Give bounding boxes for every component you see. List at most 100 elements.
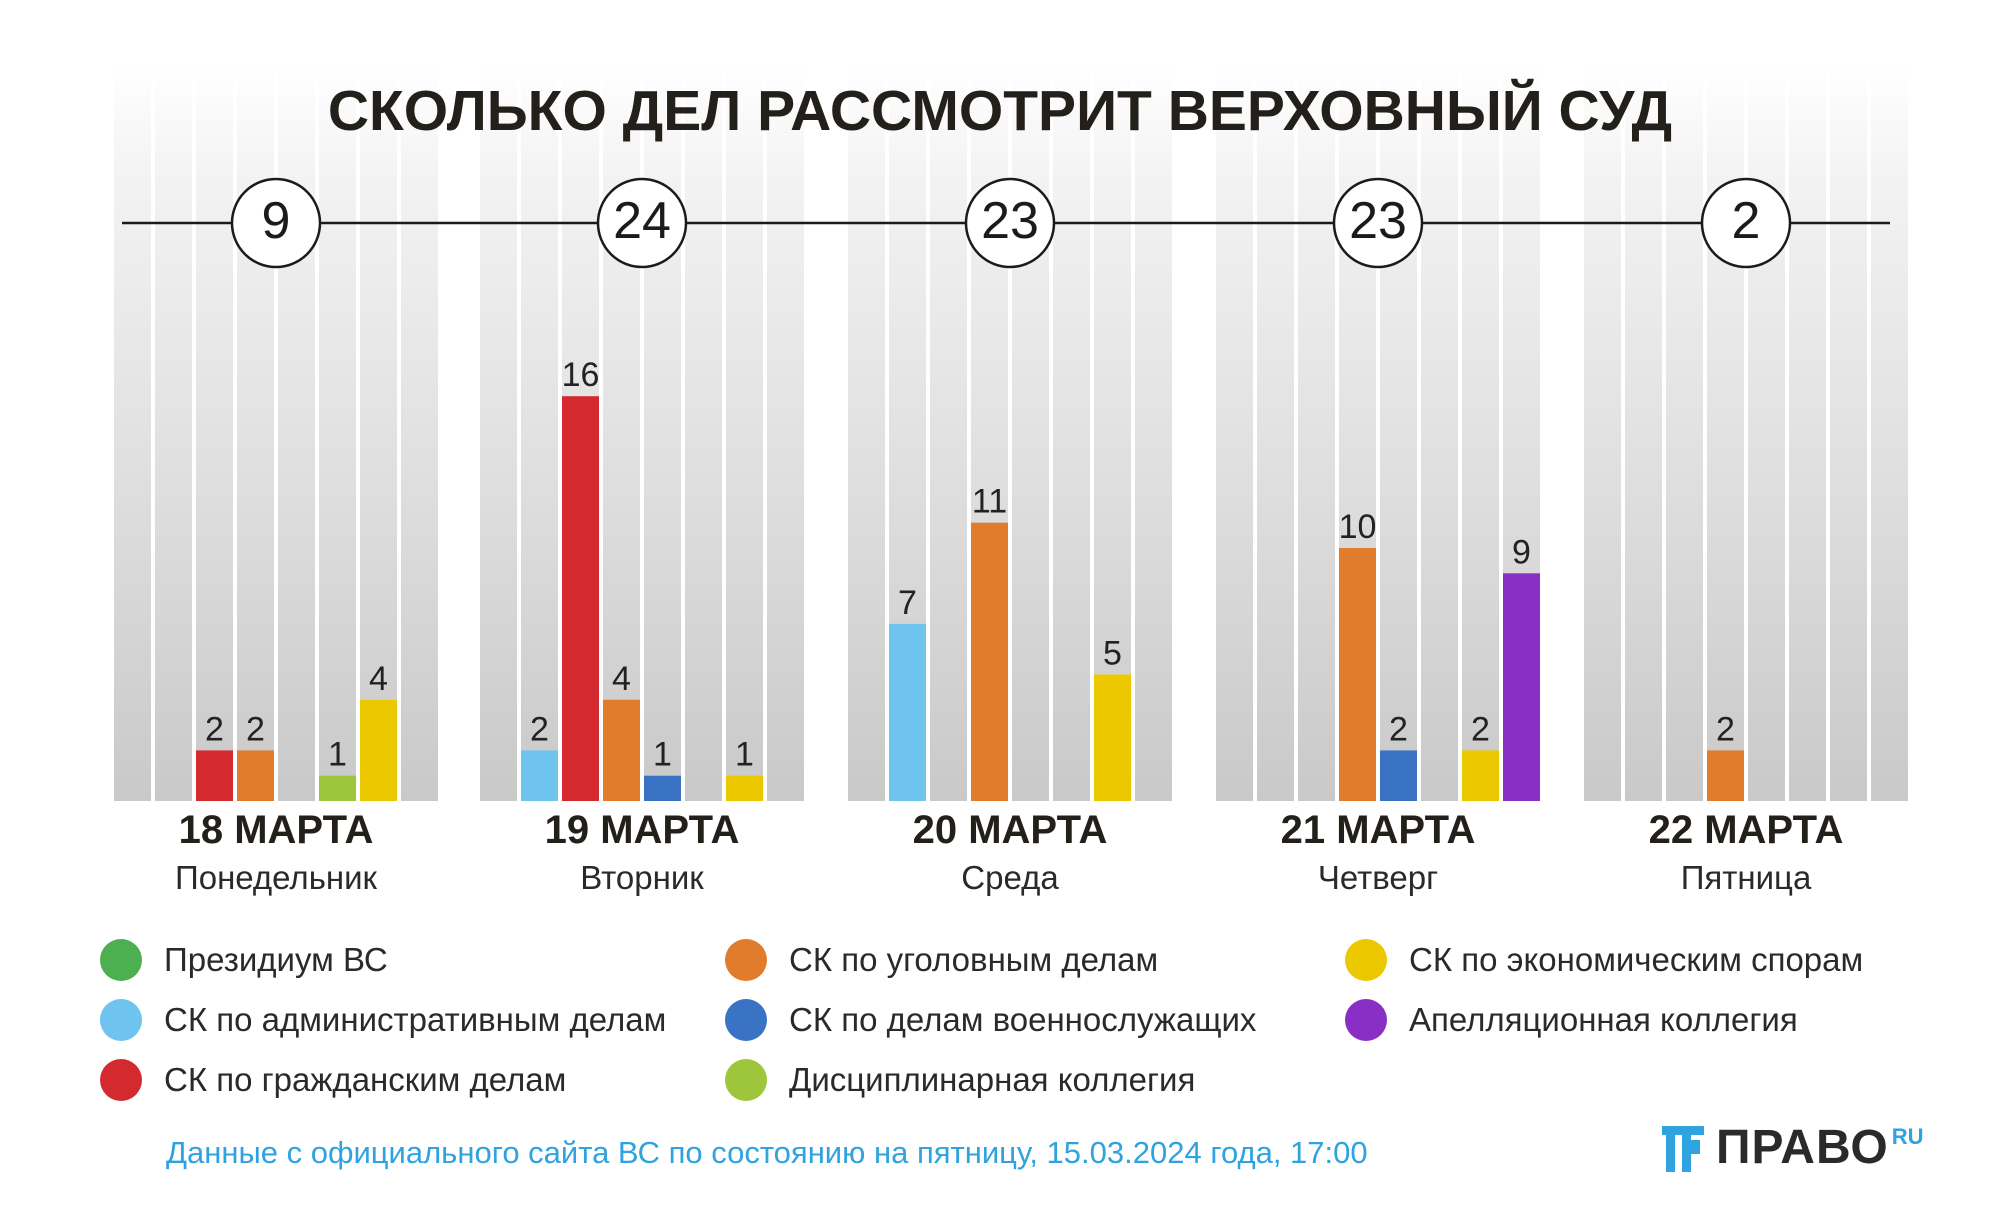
background-stripe — [114, 65, 151, 801]
day-total-label: 9 — [262, 192, 291, 250]
day-date: 21 МАРТА — [1280, 808, 1476, 852]
legend-item-civil: СК по гражданским делам — [100, 1055, 566, 1105]
pravo-logo-icon — [1662, 1126, 1704, 1172]
logo-domain: RU — [1891, 1124, 1924, 1149]
bar-civil — [196, 750, 233, 801]
background-stripe — [521, 65, 558, 801]
bar-value-label: 2 — [1471, 710, 1490, 748]
legend-swatch — [100, 939, 142, 981]
background-stripe — [1830, 65, 1867, 801]
bar-value-label: 7 — [898, 584, 917, 622]
day-date: 18 МАРТА — [178, 808, 374, 852]
legend-swatch — [1345, 999, 1387, 1041]
legend-label: Президиум ВС — [164, 941, 388, 978]
logo: ПРАВО RU — [1662, 1120, 1924, 1175]
bar-civil — [562, 396, 599, 801]
day-label: 20 МАРТА Среда — [845, 808, 1175, 897]
legend-item-military: СК по делам военнослужащих — [725, 995, 1256, 1045]
background-stripe — [685, 65, 722, 801]
legend-swatch — [725, 939, 767, 981]
total-circle — [1332, 177, 1424, 269]
day-weekday: Четверг — [1317, 859, 1439, 896]
day-label: 19 МАРТА Вторник — [477, 808, 807, 897]
source-note: Данные с официального сайта ВС по состоя… — [166, 1135, 1368, 1170]
bar-value-label: 9 — [1512, 533, 1531, 571]
page-title: СКОЛЬКО ДЕЛ РАССМОТРИТ ВЕРХОВНЫЙ СУД — [327, 79, 1673, 143]
legend-label: СК по административным делам — [164, 1001, 667, 1038]
legend-label: СК по уголовным делам — [789, 941, 1159, 978]
legend-label: СК по гражданским делам — [164, 1061, 567, 1098]
bar-economic — [726, 775, 763, 801]
background-stripe — [1298, 65, 1335, 801]
bar-criminal — [237, 750, 274, 801]
bar-value-label: 2 — [246, 710, 265, 748]
bar-criminal — [971, 522, 1008, 801]
total-circle — [1700, 177, 1792, 269]
background-stripe — [319, 65, 356, 801]
bar-value-label: 11 — [972, 483, 1007, 521]
day-weekday: Среда — [961, 859, 1059, 896]
day-label: 18 МАРТА Понедельник — [111, 808, 441, 897]
day-weekday: Понедельник — [175, 859, 377, 896]
legend-label: СК по делам военнослужащих — [789, 1001, 1257, 1038]
bar-value-label: 4 — [612, 660, 631, 698]
bar-value-label: 1 — [653, 736, 672, 774]
bar-appeal — [1503, 573, 1540, 801]
bar-economic — [1094, 674, 1131, 801]
bar-military — [644, 775, 681, 801]
background-stripe — [767, 65, 804, 801]
bar-economic — [360, 699, 397, 801]
bar-economic — [1462, 750, 1499, 801]
background-stripe — [1380, 65, 1417, 801]
day-total-label: 2 — [1732, 192, 1761, 250]
bar-criminal — [603, 699, 640, 801]
logo-text: ПРАВО — [1716, 1121, 1889, 1174]
bar-value-label: 1 — [735, 736, 754, 774]
background-stripe — [930, 65, 967, 801]
bar-value-label: 4 — [369, 660, 388, 698]
background-stripe — [1462, 65, 1499, 801]
legend-item-disciplinary: Дисциплинарная коллегия — [725, 1055, 1195, 1105]
bar-value-label: 2 — [530, 710, 549, 748]
bar-disciplinary — [319, 775, 356, 801]
background-stripe — [1789, 65, 1826, 801]
background-stripe — [1748, 65, 1785, 801]
legend-swatch — [100, 1059, 142, 1101]
background-stripe — [278, 65, 315, 801]
bar-value-label: 2 — [1716, 710, 1735, 748]
background-stripe — [1053, 65, 1090, 801]
total-circle — [230, 177, 322, 269]
legend-item-appeal: Апелляционная коллегия — [1345, 995, 1798, 1045]
bar-value-label: 16 — [562, 356, 600, 394]
day-weekday: Пятница — [1680, 859, 1812, 896]
background-stripe — [237, 65, 274, 801]
day-date: 20 МАРТА — [912, 808, 1108, 852]
legend-swatch — [725, 1059, 767, 1101]
background-stripe — [1257, 65, 1294, 801]
background-stripe — [360, 65, 397, 801]
day-label: 21 МАРТА Четверг — [1213, 808, 1543, 897]
bar-criminal — [1339, 548, 1376, 801]
legend-label: Дисциплинарная коллегия — [789, 1061, 1196, 1098]
background-stripe — [1871, 65, 1908, 801]
day-total-label: 24 — [613, 192, 671, 250]
legend-label: Апелляционная коллегия — [1409, 1001, 1798, 1038]
background-stripe — [1584, 65, 1621, 801]
legend-item-criminal: СК по уголовным делам — [725, 935, 1158, 985]
bar-admin — [521, 750, 558, 801]
background-stripe — [196, 65, 233, 801]
day-date: 19 МАРТА — [544, 808, 740, 852]
background-stripe — [480, 65, 517, 801]
bar-value-label: 10 — [1339, 508, 1377, 546]
background-stripe — [1012, 65, 1049, 801]
day-total-label: 23 — [981, 192, 1039, 250]
day-label: 22 МАРТА Пятница — [1581, 808, 1911, 897]
total-circle — [596, 177, 688, 269]
background-stripe — [1135, 65, 1172, 801]
legend-swatch — [100, 999, 142, 1041]
background-stripe — [401, 65, 438, 801]
background-stripe — [644, 65, 681, 801]
background-stripe — [1625, 65, 1662, 801]
bar-value-label: 2 — [205, 710, 224, 748]
